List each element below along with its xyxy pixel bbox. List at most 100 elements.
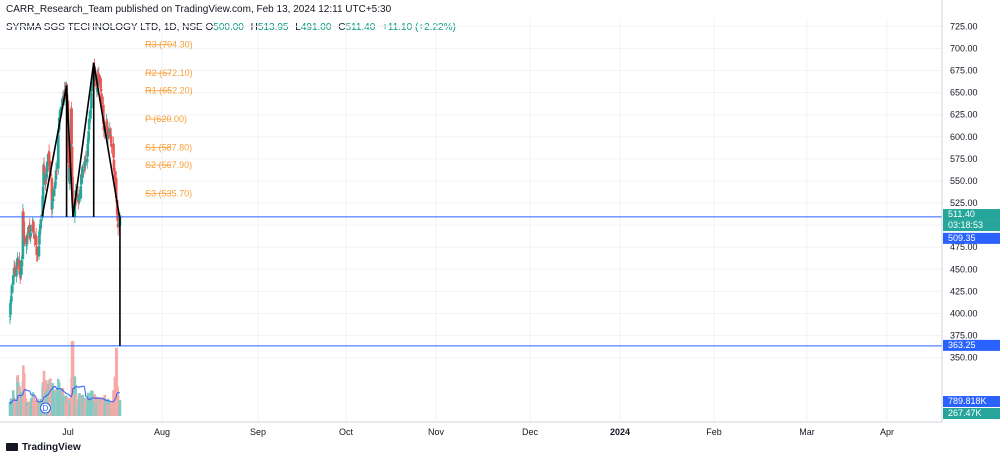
low-label: L [295, 22, 301, 33]
volume-bar [78, 393, 81, 416]
change-value: +11.10 (+2.22%) [382, 22, 456, 33]
candle-body [79, 185, 83, 199]
candle-body [32, 231, 36, 233]
volume-bar [58, 398, 62, 416]
candle-body [26, 234, 29, 237]
candle-body [102, 104, 105, 125]
volume-bar [68, 400, 72, 416]
volume-bar [55, 391, 59, 416]
x-tick-label: Feb [706, 427, 722, 437]
volume-bar [36, 398, 39, 416]
candles [8, 58, 122, 325]
volume-bar [71, 341, 75, 416]
candle-body [22, 211, 25, 224]
last-price-tag: 511.40 [948, 209, 975, 219]
candle-body [32, 221, 35, 231]
candle-body [77, 200, 80, 203]
candle-body [57, 134, 60, 169]
candle-body [16, 258, 19, 267]
candle-body [87, 131, 90, 141]
candle-body [87, 118, 91, 130]
candle-body [76, 194, 80, 199]
candle-body [45, 161, 49, 173]
volume-bar [87, 402, 91, 416]
candle-body [105, 121, 109, 129]
candle-body [61, 98, 64, 106]
pivot-label: S2 (567.90) [145, 160, 192, 170]
head-and-shoulders-pattern: D [39, 62, 121, 414]
pivot-label: S3 (535.70) [145, 189, 192, 199]
volume-bar [20, 391, 23, 416]
candle-body [97, 73, 101, 83]
candle-body [50, 178, 54, 210]
volume-bar [115, 347, 119, 416]
volume-bar [91, 390, 94, 416]
candle-body [96, 87, 99, 93]
pattern-trendline [72, 62, 95, 218]
high-label: H [250, 22, 258, 33]
candle-body [48, 160, 52, 171]
tradingview-logo-icon [6, 443, 18, 452]
candle-body [70, 108, 73, 145]
candle-body [8, 315, 12, 317]
symbol-name[interactable]: SYRMA SGS TECHNOLOGY LTD, 1D, NSE [6, 22, 203, 33]
y-tick-label: 425.00 [950, 286, 978, 296]
low-value: 491.00 [300, 22, 332, 33]
candle-body [80, 174, 83, 185]
candle-body [71, 176, 74, 203]
candle-body [90, 88, 94, 92]
publisher-line: CARR_Research_Team published on TradingV… [6, 4, 392, 15]
volume-bar [62, 394, 65, 416]
candle-body [78, 196, 81, 198]
candle-body [51, 199, 54, 209]
volume-bar [116, 395, 120, 416]
y-tick-label: 700.00 [950, 43, 978, 53]
candle-body [39, 219, 43, 229]
candle-body [41, 186, 45, 199]
candle-body [90, 93, 93, 109]
horizontal-lines [0, 216, 942, 347]
y-tick-label: 600.00 [950, 132, 978, 142]
candle-body [55, 170, 58, 172]
x-tick-label: Apr [880, 427, 894, 437]
candle-body [28, 224, 32, 233]
volume-bar [33, 400, 36, 416]
volume-bar [81, 394, 84, 416]
open-label: O [205, 22, 214, 33]
tradingview-brand[interactable]: TradingView [6, 442, 81, 453]
candle-body [33, 234, 36, 239]
close-value: 511.40 [345, 22, 376, 33]
candle-body [53, 182, 57, 189]
y-tick-label: 550.00 [950, 176, 978, 186]
candle-body [110, 143, 113, 148]
pivot-label: R3 (704.30) [145, 40, 193, 50]
volume-bar [118, 399, 122, 416]
candle-body [108, 131, 112, 138]
last-price-tag-bg [943, 209, 1000, 221]
candle-body [106, 126, 109, 138]
pattern-trendline [92, 62, 121, 218]
candle-body [84, 158, 87, 166]
candle-body [9, 299, 13, 304]
pattern-trendline [41, 85, 68, 217]
x-tick-label: 2024 [610, 427, 630, 437]
volume-bar [103, 399, 107, 416]
countdown-tag: 03:18:53 [948, 220, 983, 230]
countdown-tag-bg [943, 220, 1000, 232]
candle-body [73, 203, 77, 218]
volume-bar [100, 405, 104, 416]
volume-last-tag: 267.47K [948, 408, 982, 418]
volume-ma-line [9, 385, 120, 405]
candle-body [23, 236, 27, 243]
candle-body [29, 233, 33, 235]
candle-body [99, 77, 102, 89]
candle-body [58, 109, 62, 117]
candle-body [47, 151, 51, 164]
candle-body [86, 144, 90, 157]
y-tick-label: 575.00 [950, 154, 978, 164]
volume-bar [107, 405, 110, 416]
candle-body [77, 197, 81, 201]
candle-body [18, 276, 22, 278]
